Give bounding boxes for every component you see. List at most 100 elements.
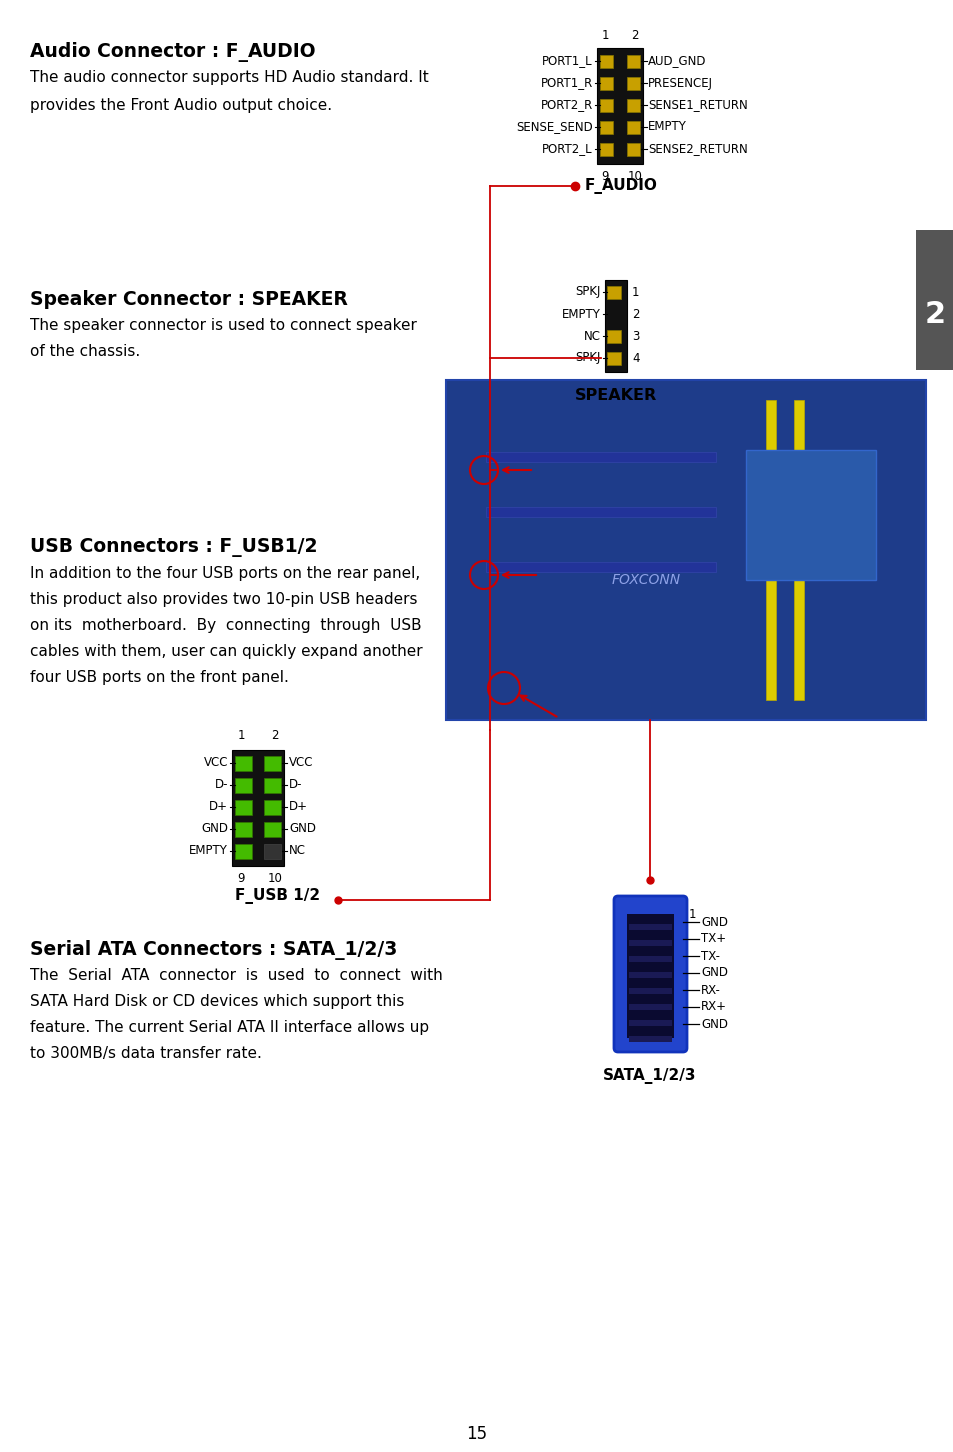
Bar — [626, 121, 639, 134]
Bar — [606, 351, 620, 364]
Text: PRESENCEJ: PRESENCEJ — [647, 77, 712, 90]
Text: 9: 9 — [600, 170, 608, 183]
Text: EMPTY: EMPTY — [561, 308, 600, 321]
Bar — [599, 55, 613, 68]
Bar — [485, 452, 716, 462]
Bar — [264, 756, 281, 771]
Text: 9: 9 — [237, 873, 245, 886]
Text: F_AUDIO: F_AUDIO — [584, 179, 658, 195]
Text: SATA_1/2/3: SATA_1/2/3 — [602, 1069, 696, 1085]
Text: F_USB 1/2: F_USB 1/2 — [235, 889, 320, 905]
Bar — [915, 229, 953, 370]
Bar — [604, 280, 626, 372]
Text: 2: 2 — [271, 729, 278, 742]
Bar — [232, 751, 284, 865]
Bar — [264, 778, 281, 793]
Text: 3: 3 — [631, 330, 639, 343]
Text: GND: GND — [289, 822, 315, 835]
Bar — [264, 822, 281, 836]
Text: GND: GND — [700, 967, 727, 980]
Text: PORT1_R: PORT1_R — [540, 77, 593, 90]
Bar — [745, 450, 875, 579]
Bar — [597, 48, 642, 164]
Text: provides the Front Audio output choice.: provides the Front Audio output choice. — [30, 97, 332, 113]
Text: on its  motherboard.  By  connecting  through  USB: on its motherboard. By connecting throug… — [30, 619, 421, 633]
Bar — [446, 380, 925, 720]
Text: PORT1_L: PORT1_L — [542, 55, 593, 67]
Bar — [628, 1035, 671, 1043]
Bar — [626, 913, 673, 1038]
Bar — [626, 55, 639, 68]
Text: NC: NC — [289, 845, 306, 858]
Bar — [626, 99, 639, 112]
Text: GND: GND — [700, 916, 727, 928]
Text: GND: GND — [700, 1018, 727, 1031]
Text: Audio Connector : F_AUDIO: Audio Connector : F_AUDIO — [30, 42, 315, 62]
Text: FOXCONN: FOXCONN — [611, 574, 679, 587]
Text: AUD_GND: AUD_GND — [647, 55, 706, 67]
Text: feature. The current Serial ATA II interface allows up: feature. The current Serial ATA II inter… — [30, 1019, 429, 1035]
Text: SPKJ: SPKJ — [575, 286, 600, 299]
Text: 10: 10 — [267, 873, 282, 886]
Text: four USB ports on the front panel.: four USB ports on the front panel. — [30, 669, 289, 685]
Bar — [622, 902, 678, 918]
Bar — [626, 77, 639, 90]
Text: 1: 1 — [631, 286, 639, 299]
Text: RX-: RX- — [700, 983, 720, 996]
Bar — [765, 399, 775, 700]
Text: 2: 2 — [631, 29, 639, 42]
Bar — [264, 844, 281, 860]
Text: of the chassis.: of the chassis. — [30, 344, 140, 359]
Text: 2: 2 — [631, 308, 639, 321]
Bar — [606, 286, 620, 299]
Text: SPEAKER: SPEAKER — [575, 388, 657, 404]
Text: PORT2_R: PORT2_R — [540, 99, 593, 112]
Text: The speaker connector is used to connect speaker: The speaker connector is used to connect… — [30, 318, 416, 333]
Text: SENSE2_RETURN: SENSE2_RETURN — [647, 142, 747, 155]
Text: EMPTY: EMPTY — [189, 845, 228, 858]
Text: SPKJ: SPKJ — [575, 351, 600, 364]
Text: VCC: VCC — [203, 756, 228, 770]
Text: D-: D- — [214, 778, 228, 791]
Bar — [264, 800, 281, 815]
Text: SATA Hard Disk or CD devices which support this: SATA Hard Disk or CD devices which suppo… — [30, 995, 404, 1009]
Text: 1: 1 — [688, 908, 696, 921]
Text: Serial ATA Connectors : SATA_1/2/3: Serial ATA Connectors : SATA_1/2/3 — [30, 939, 397, 960]
Bar — [628, 923, 671, 929]
Bar — [628, 939, 671, 947]
Text: 10: 10 — [627, 170, 641, 183]
Text: Speaker Connector : SPEAKER: Speaker Connector : SPEAKER — [30, 290, 348, 309]
Text: SENSE_SEND: SENSE_SEND — [516, 121, 593, 134]
Bar — [628, 971, 671, 979]
Text: D+: D+ — [289, 800, 308, 813]
Bar — [628, 955, 671, 963]
Text: D-: D- — [289, 778, 302, 791]
Bar — [793, 399, 803, 700]
Text: VCC: VCC — [289, 756, 314, 770]
Bar — [606, 330, 620, 343]
Bar — [599, 142, 613, 155]
Bar — [626, 142, 639, 155]
Text: 1: 1 — [600, 29, 608, 42]
Bar — [485, 507, 716, 517]
Text: The audio connector supports HD Audio standard. It: The audio connector supports HD Audio st… — [30, 70, 428, 86]
Bar — [628, 1003, 671, 1011]
Text: The  Serial  ATA  connector  is  used  to  connect  with: The Serial ATA connector is used to conn… — [30, 968, 442, 983]
Text: cables with them, user can quickly expand another: cables with them, user can quickly expan… — [30, 645, 422, 659]
Text: TX-: TX- — [700, 950, 720, 963]
Text: TX+: TX+ — [700, 932, 725, 945]
Text: SENSE1_RETURN: SENSE1_RETURN — [647, 99, 747, 112]
Text: D+: D+ — [209, 800, 228, 813]
Text: 15: 15 — [466, 1424, 487, 1443]
Bar — [234, 822, 252, 836]
Bar — [234, 800, 252, 815]
Bar — [599, 77, 613, 90]
Text: to 300MB/s data transfer rate.: to 300MB/s data transfer rate. — [30, 1045, 262, 1061]
Bar — [628, 1019, 671, 1027]
Text: PORT2_L: PORT2_L — [542, 142, 593, 155]
Text: EMPTY: EMPTY — [647, 121, 686, 134]
FancyBboxPatch shape — [614, 896, 686, 1053]
Bar — [599, 121, 613, 134]
Text: this product also provides two 10-pin USB headers: this product also provides two 10-pin US… — [30, 592, 417, 607]
Bar — [485, 562, 716, 572]
